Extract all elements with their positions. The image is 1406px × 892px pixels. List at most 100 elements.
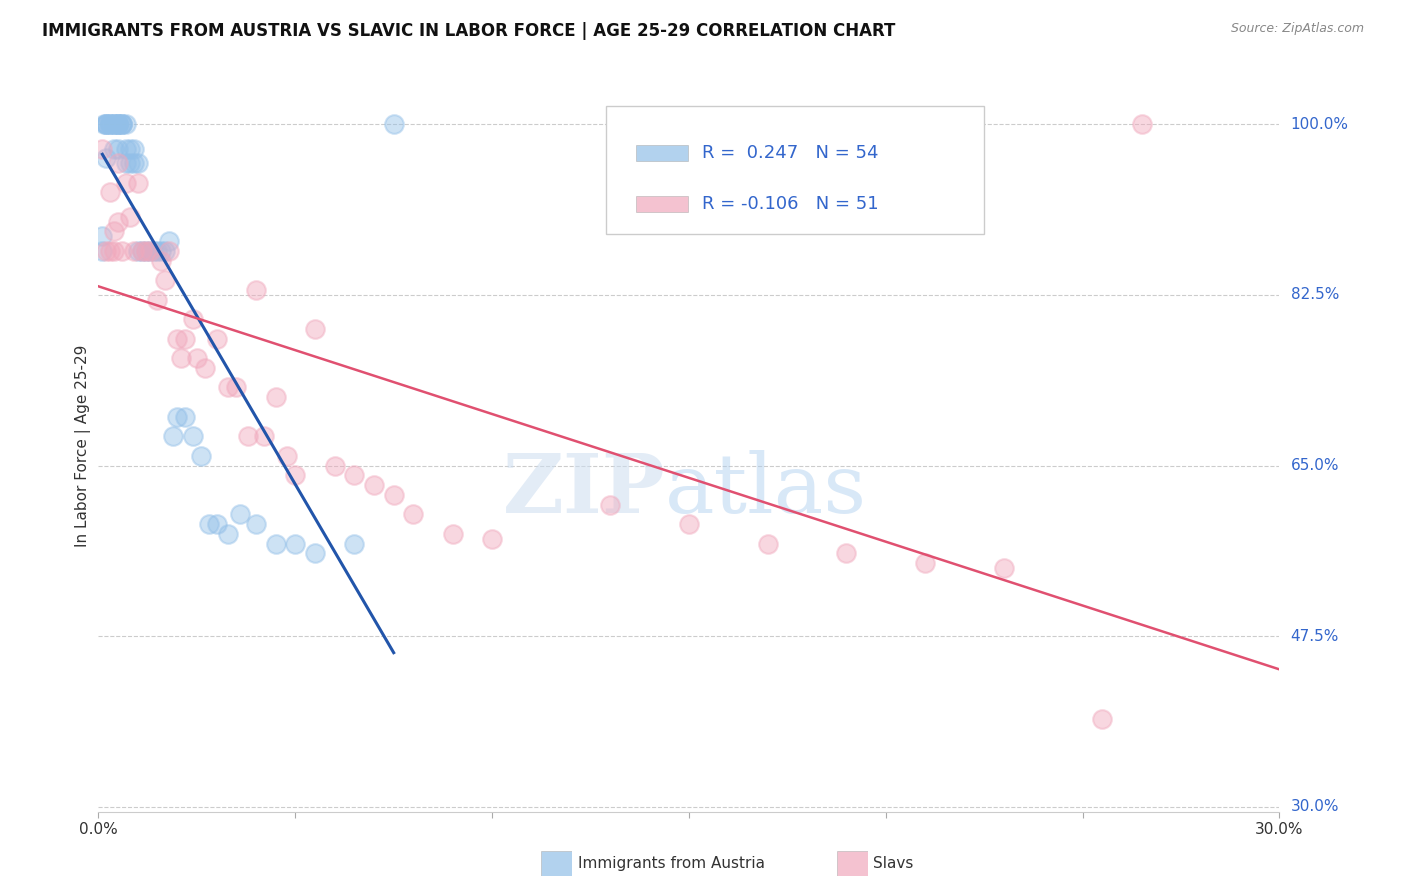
Point: [107, 215, 129, 229]
Point: [245, 283, 267, 297]
Point: [91, 142, 114, 156]
Point: [93, 117, 115, 131]
Point: [98, 117, 121, 131]
Point: [678, 516, 700, 531]
Point: [197, 516, 219, 531]
Point: [382, 488, 405, 502]
Point: [264, 390, 287, 404]
Point: [127, 244, 149, 258]
Point: [103, 224, 125, 238]
Point: [103, 142, 125, 156]
Text: atlas: atlas: [665, 450, 868, 530]
Point: [155, 244, 177, 258]
Text: 82.5%: 82.5%: [1291, 287, 1339, 302]
Text: Slavs: Slavs: [873, 856, 914, 871]
Point: [205, 516, 228, 531]
Point: [122, 156, 145, 170]
Point: [118, 142, 141, 156]
Text: 47.5%: 47.5%: [1291, 629, 1339, 644]
Point: [205, 332, 228, 346]
Point: [236, 429, 259, 443]
Point: [166, 409, 188, 424]
Point: [146, 293, 169, 307]
Text: 100.0%: 100.0%: [1291, 117, 1348, 132]
Point: [284, 536, 307, 550]
Text: 65.0%: 65.0%: [1291, 458, 1339, 473]
Point: [115, 142, 138, 156]
Point: [103, 117, 125, 131]
Point: [217, 380, 239, 394]
Point: [157, 234, 180, 248]
Point: [264, 536, 287, 550]
Text: IMMIGRANTS FROM AUSTRIA VS SLAVIC IN LABOR FORCE | AGE 25-29 CORRELATION CHART: IMMIGRANTS FROM AUSTRIA VS SLAVIC IN LAB…: [42, 22, 896, 40]
Point: [103, 117, 125, 131]
Point: [993, 561, 1015, 575]
Text: R =  0.247   N = 54: R = 0.247 N = 54: [702, 144, 879, 161]
Point: [835, 546, 858, 560]
Text: ZIP: ZIP: [503, 450, 665, 530]
Point: [229, 508, 252, 522]
Point: [194, 361, 217, 376]
FancyBboxPatch shape: [606, 106, 984, 234]
Point: [217, 526, 239, 541]
Point: [157, 244, 180, 258]
Point: [599, 498, 621, 512]
Point: [225, 380, 247, 394]
Point: [118, 156, 141, 170]
Point: [98, 117, 121, 131]
Point: [122, 142, 145, 156]
Point: [96, 117, 118, 131]
Point: [146, 244, 169, 258]
Point: [107, 117, 129, 131]
Point: [181, 429, 204, 443]
Point: [190, 449, 212, 463]
Point: [162, 429, 184, 443]
Point: [441, 526, 464, 541]
Point: [481, 532, 503, 546]
Point: [1091, 712, 1114, 726]
Point: [127, 176, 149, 190]
Point: [138, 244, 160, 258]
Point: [181, 312, 204, 326]
Point: [135, 244, 157, 258]
Point: [174, 332, 197, 346]
Point: [402, 508, 425, 522]
Point: [170, 351, 193, 366]
Point: [155, 273, 177, 287]
Point: [96, 117, 118, 131]
Point: [166, 332, 188, 346]
Point: [96, 151, 118, 165]
Point: [96, 117, 118, 131]
Point: [115, 156, 138, 170]
Point: [343, 536, 366, 550]
Point: [107, 142, 129, 156]
Point: [253, 429, 276, 443]
Point: [323, 458, 346, 473]
Point: [103, 117, 125, 131]
Point: [304, 546, 326, 560]
Point: [107, 117, 129, 131]
Point: [107, 117, 129, 131]
Point: [111, 117, 134, 131]
Point: [96, 244, 118, 258]
Point: [135, 244, 157, 258]
Point: [107, 117, 129, 131]
Text: R = -0.106   N = 51: R = -0.106 N = 51: [702, 194, 879, 213]
Point: [91, 229, 114, 244]
Point: [111, 117, 134, 131]
Point: [111, 244, 134, 258]
Point: [1130, 117, 1153, 131]
Point: [111, 117, 134, 131]
Point: [98, 186, 121, 200]
Point: [363, 478, 385, 492]
Point: [118, 210, 141, 224]
Point: [91, 244, 114, 258]
Point: [150, 244, 173, 258]
Text: Immigrants from Austria: Immigrants from Austria: [578, 856, 765, 871]
Point: [115, 117, 138, 131]
Point: [98, 117, 121, 131]
Point: [103, 244, 125, 258]
Point: [115, 176, 138, 190]
Point: [756, 536, 779, 550]
Point: [131, 244, 153, 258]
